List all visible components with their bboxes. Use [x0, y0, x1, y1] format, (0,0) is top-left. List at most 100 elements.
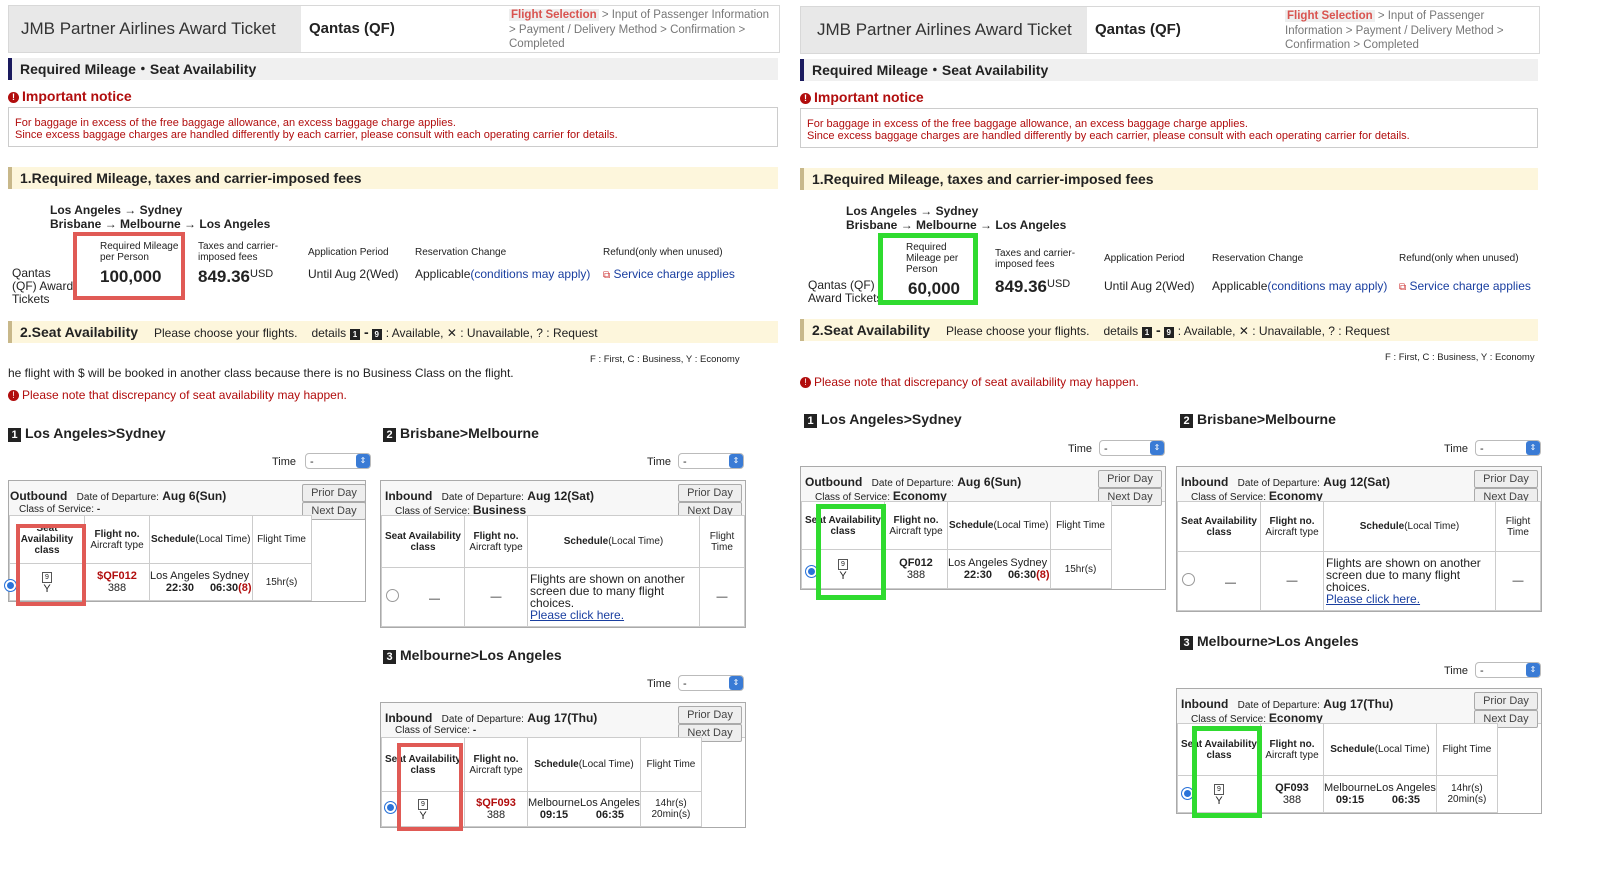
conditions-link[interactable]: (conditions may apply)	[470, 267, 590, 281]
select-arrow-icon: ⇕	[729, 676, 743, 690]
col-refund-label: Refund(only when unused)	[603, 247, 723, 258]
flight-radio[interactable]	[1182, 573, 1195, 586]
time-select[interactable]: - ⇕	[1475, 662, 1541, 678]
col-taxes-label: Taxes and carrier-imposed fees	[198, 241, 293, 263]
external-link-icon: ⧉	[603, 270, 610, 281]
notice-heading: ! Important notice	[8, 88, 132, 104]
right-pane: JMB Partner Airlines Award Ticket Qantas…	[832, 0, 1617, 879]
notice-line: Since excess baggage charges are handled…	[15, 129, 771, 141]
time-select[interactable]: - ⇕	[305, 453, 371, 469]
left-pane: JMB Partner Airlines Award Ticket Qantas…	[0, 0, 785, 879]
time-label: Time	[272, 456, 296, 468]
select-arrow-icon: ⇕	[1526, 441, 1540, 455]
time-select[interactable]: - ⇕	[678, 675, 744, 691]
discrepancy-note: ! Please note that discrepancy of seat av…	[8, 388, 347, 402]
taxes-value: 849.36USD	[198, 267, 273, 287]
time-label: Time	[1444, 443, 1468, 455]
card-header: Outbound Date of Departure: Aug 6(Sun) C…	[801, 467, 1165, 502]
seat-heading: 2.Seat Availability Please choose your fl…	[8, 321, 778, 343]
flight-card: Inbound Date of Departure: Aug 12(Sat) C…	[380, 480, 746, 628]
col-taxes-label: Taxes and carrier-imposed fees	[995, 248, 1090, 270]
segment-title: 2 Brisbane>Melbourne	[1180, 411, 1336, 428]
external-link-icon: ⧉	[1399, 282, 1406, 293]
table-row[interactable]: — — Flights are shown on another screen du…	[382, 568, 745, 627]
click-here-link[interactable]: Please click here.	[1326, 592, 1420, 606]
next-day-button[interactable]: Next Day	[302, 502, 366, 520]
segment-title: 3 Melbourne>Los Angeles	[383, 647, 562, 664]
carrier-name: Qantas (QF)	[1087, 7, 1287, 53]
col-refund-label: Refund(only when unused)	[1399, 253, 1519, 264]
prior-day-button[interactable]: Prior Day	[678, 484, 742, 502]
route-inbound: Brisbane → Melbourne → Los Angeles	[846, 218, 1066, 232]
mileage-heading: 1.Required Mileage, taxes and carrier-im…	[800, 168, 1538, 190]
segment-title: 1 Los Angeles>Sydney	[8, 425, 166, 442]
notice-line: For baggage in excess of the free baggag…	[15, 117, 771, 129]
notice-line: Since excess baggage charges are handled…	[807, 130, 1531, 142]
mileage-value: 60,000	[908, 279, 960, 299]
step-current: Flight Selection	[1285, 10, 1375, 22]
col-mileage-label: Required Mileage per Person	[100, 241, 180, 263]
table-row[interactable]: — — Flights are shown on another screen du…	[1178, 552, 1541, 611]
one-icon: 1	[350, 329, 360, 340]
class-legend: F : First, C : Business, Y : Economy	[1385, 352, 1535, 363]
card-header: Outbound Date of Departure: Aug 6(Sun) C…	[9, 481, 365, 516]
page-title: JMB Partner Airlines Award Ticket	[801, 7, 1087, 53]
conditions-link[interactable]: (conditions may apply)	[1267, 279, 1387, 293]
prior-day-button[interactable]: Prior Day	[678, 706, 742, 724]
alert-icon: !	[800, 377, 811, 388]
progress-steps: Flight Selection > Input of Passenger In…	[1285, 9, 1535, 53]
col-change-label: Reservation Change	[415, 247, 506, 258]
route-outbound: Los Angeles → Sydney	[846, 204, 978, 218]
refund-link[interactable]: ⧉ Service charge applies	[1399, 279, 1531, 293]
flight-table: Seat Availability class Flight no. Aircraf…	[1177, 501, 1541, 611]
segment-title: 2 Brisbane>Melbourne	[383, 425, 539, 442]
discrepancy-note: ! Please note that discrepancy of seat av…	[800, 375, 1139, 389]
col-period-label: Application Period	[1104, 253, 1185, 264]
time-label: Time	[647, 456, 671, 468]
card-header: Inbound Date of Departure: Aug 12(Sat) C…	[1177, 467, 1541, 502]
select-arrow-icon: ⇕	[1150, 441, 1164, 455]
notice-box: For baggage in excess of the free baggag…	[800, 108, 1538, 148]
section-heading: Required Mileage・Seat Availability	[8, 58, 778, 80]
one-icon: 1	[1142, 327, 1152, 338]
refund-link[interactable]: ⧉ Service charge applies	[603, 267, 735, 281]
segment-title: 1 Los Angeles>Sydney	[804, 411, 962, 428]
taxes-value: 849.36USD	[995, 277, 1070, 297]
time-select[interactable]: - ⇕	[1099, 440, 1165, 456]
card-header: Inbound Date of Departure: Aug 17(Thu) C…	[1177, 689, 1541, 724]
seat-highlight-box	[1192, 726, 1262, 818]
period-value: Until Aug 2(Wed)	[1104, 279, 1195, 293]
progress-steps: Flight Selection > Input of Passenger In…	[509, 8, 777, 52]
prior-day-button[interactable]: Prior Day	[1474, 470, 1538, 488]
time-label: Time	[1444, 665, 1468, 677]
carrier-name: Qantas (QF)	[301, 6, 501, 52]
nine-icon: 9	[372, 329, 382, 340]
select-arrow-icon: ⇕	[729, 454, 743, 468]
segment-title: 3 Melbourne>Los Angeles	[1180, 633, 1359, 650]
change-value: Applicable(conditions may apply)	[415, 267, 590, 281]
section-heading: Required Mileage・Seat Availability	[800, 59, 1538, 81]
flight-table: Seat Availability class Flight no. Aircraf…	[381, 515, 745, 627]
select-arrow-icon: ⇕	[1526, 663, 1540, 677]
mileage-value: 100,000	[100, 267, 161, 287]
col-mileage-label: Required Mileage per Person	[906, 242, 966, 275]
time-label: Time	[1068, 443, 1092, 455]
mileage-heading: 1.Required Mileage, taxes and carrier-im…	[8, 167, 778, 189]
time-select[interactable]: - ⇕	[678, 453, 744, 469]
prior-day-button[interactable]: Prior Day	[302, 484, 366, 502]
flight-radio[interactable]	[386, 589, 399, 602]
prior-day-button[interactable]: Prior Day	[1474, 692, 1538, 710]
seat-highlight-box	[397, 743, 463, 831]
alert-icon: !	[8, 92, 19, 103]
product-name: Qantas (QF) Award Tickets	[808, 279, 886, 305]
seat-heading: 2.Seat Availability Please choose your fl…	[800, 319, 1538, 341]
flight-radio[interactable]	[384, 801, 397, 814]
prior-day-button[interactable]: Prior Day	[1098, 470, 1162, 488]
seat-highlight-box	[16, 524, 86, 606]
time-select[interactable]: - ⇕	[1475, 440, 1541, 456]
header-bar: JMB Partner Airlines Award Ticket Qantas…	[800, 6, 1540, 54]
notice-heading: ! Important notice	[800, 89, 924, 105]
col-period-label: Application Period	[308, 247, 389, 258]
class-legend: F : First, C : Business, Y : Economy	[590, 354, 740, 365]
click-here-link[interactable]: Please click here.	[530, 608, 624, 622]
